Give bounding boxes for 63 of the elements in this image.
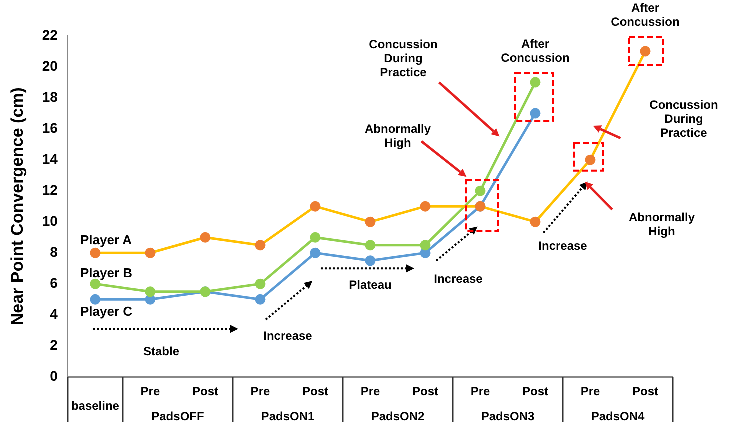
x-tick-label: Post: [412, 384, 438, 399]
y-tick-label: 0: [50, 368, 58, 384]
point: [145, 248, 156, 258]
point: [145, 286, 156, 298]
annotation: Plateau: [349, 278, 392, 292]
annotation: After Concussion: [501, 36, 570, 65]
point: [90, 248, 101, 258]
y-tick-label: 10: [42, 212, 58, 229]
y-tick-label: 16: [42, 120, 58, 136]
point: [255, 294, 266, 305]
point: [530, 216, 541, 228]
annotation: Stable: [143, 344, 180, 359]
y-tick-label: 2: [50, 337, 58, 354]
point: [310, 201, 321, 212]
text: PadsOFF: [152, 410, 204, 422]
y-tick-label: 18: [42, 88, 58, 105]
y-tick-label: 20: [42, 58, 58, 74]
point: [530, 108, 541, 119]
x-tick-label: Pre: [470, 384, 490, 399]
point: [200, 232, 211, 243]
x-tick-label: Pre: [250, 384, 270, 399]
point: [255, 240, 266, 251]
series-label: Player B: [80, 266, 133, 281]
x-tick-label: Pre: [140, 384, 160, 399]
y-tick-label: 22: [42, 26, 58, 43]
text: PadsON3: [481, 410, 535, 422]
point: [420, 240, 431, 251]
annotation: Increase: [538, 239, 588, 254]
point: [475, 186, 486, 196]
point: [310, 232, 321, 243]
point: [310, 248, 321, 258]
y-tick-label: 12: [42, 182, 58, 198]
text: PadsON4: [591, 410, 645, 422]
text: PadsON2: [371, 410, 425, 422]
y-axis-title: Near Point Convergence (cm): [8, 88, 27, 326]
point: [530, 77, 541, 88]
y-tick-label: 14: [42, 150, 58, 167]
annotation: Concussion During Practice: [369, 38, 438, 80]
point: [365, 256, 376, 266]
annotation: Increase: [264, 329, 313, 344]
x-tick-label: Pre: [580, 384, 600, 399]
point: [90, 294, 101, 305]
x-tick-label: baseline: [71, 399, 120, 414]
x-tick-label: Pre: [360, 384, 380, 399]
y-tick-label: 6: [50, 275, 58, 292]
series-label: Player A: [80, 232, 133, 248]
text: After Concussion: [611, 1, 680, 30]
x-tick-label: Post: [522, 384, 548, 399]
point: [365, 240, 376, 251]
point: [420, 201, 431, 212]
annotation: Abnormally High: [628, 210, 696, 239]
x-tick-label: Post: [192, 384, 218, 399]
annotation: Increase: [434, 272, 484, 286]
point: [365, 216, 376, 228]
y-tick-label: 4: [50, 306, 58, 322]
point: [255, 278, 266, 290]
annotation: Concussion During Practice: [650, 98, 718, 140]
text: PadsON1: [261, 410, 315, 422]
y-tick-label: 8: [50, 244, 58, 260]
series-label: Player C: [80, 304, 134, 320]
x-tick-label: Post: [302, 384, 328, 399]
x-tick-label: Post: [632, 384, 659, 399]
annotation: Abnormally High: [364, 122, 432, 150]
